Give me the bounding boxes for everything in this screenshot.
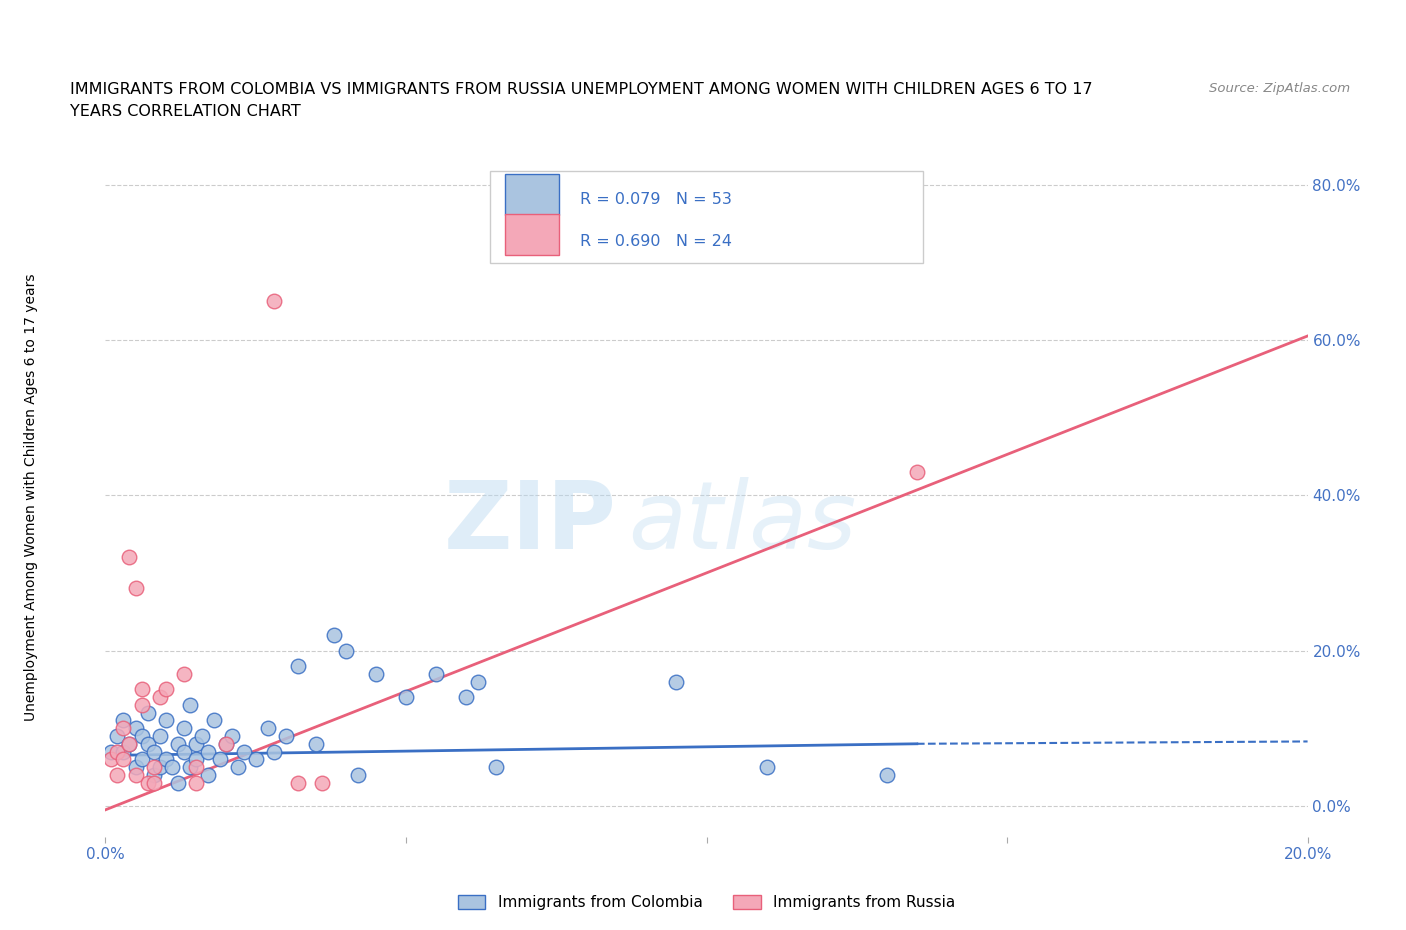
Point [173,744,195,759]
Point [190,728,212,743]
Point [214,737,236,751]
FancyBboxPatch shape [505,215,558,256]
Point [876,767,898,782]
Point [124,767,146,782]
Point [118,737,141,751]
Point [245,751,267,766]
Point [208,751,231,766]
Point [142,760,165,775]
Point [311,776,333,790]
Point [197,767,219,782]
Point [148,690,170,705]
Point [155,713,177,728]
Point [184,737,207,751]
Point [184,776,207,790]
Point [214,737,236,751]
Point [322,628,344,643]
Point [166,737,188,751]
Point [118,550,141,565]
Point [905,464,928,479]
Text: R = 0.690   N = 24: R = 0.690 N = 24 [581,233,733,249]
Point [131,682,153,697]
Point [274,728,297,743]
Point [136,737,159,751]
Point [287,658,309,673]
Legend: Immigrants from Colombia, Immigrants from Russia: Immigrants from Colombia, Immigrants fro… [451,889,962,916]
Point [263,294,285,309]
Point [454,690,477,705]
Point [136,776,159,790]
Text: YEARS CORRELATION CHART: YEARS CORRELATION CHART [70,104,301,119]
Point [184,760,207,775]
Point [107,728,129,743]
FancyBboxPatch shape [491,170,922,263]
Point [755,760,778,775]
Point [155,682,177,697]
Text: atlas: atlas [628,477,856,568]
Point [173,667,195,682]
Point [112,721,135,736]
Point [179,760,201,775]
Point [221,728,243,743]
Point [263,744,285,759]
Point [665,674,688,689]
Point [100,751,122,766]
Point [148,728,170,743]
Point [107,767,129,782]
Point [395,690,418,705]
Point [100,744,122,759]
Point [364,667,387,682]
Point [347,767,370,782]
Text: ZIP: ZIP [443,476,616,568]
Point [131,751,153,766]
Point [197,744,219,759]
Point [226,760,249,775]
Point [179,698,201,712]
Point [335,644,357,658]
Point [142,776,165,790]
Point [287,776,309,790]
Point [112,744,135,759]
Point [131,698,153,712]
FancyBboxPatch shape [505,174,558,215]
Point [467,674,489,689]
Point [124,760,146,775]
Point [118,737,141,751]
Point [166,776,188,790]
Point [148,760,170,775]
Point [173,721,195,736]
Text: IMMIGRANTS FROM COLOMBIA VS IMMIGRANTS FROM RUSSIA UNEMPLOYMENT AMONG WOMEN WITH: IMMIGRANTS FROM COLOMBIA VS IMMIGRANTS F… [70,82,1092,97]
Point [142,767,165,782]
Point [305,737,328,751]
Point [155,751,177,766]
Text: Unemployment Among Women with Children Ages 6 to 17 years: Unemployment Among Women with Children A… [24,273,38,722]
Point [136,705,159,720]
Point [107,744,129,759]
Point [124,581,146,596]
Point [232,744,254,759]
Point [131,728,153,743]
Point [142,744,165,759]
Point [112,751,135,766]
Point [112,713,135,728]
Text: R = 0.079   N = 53: R = 0.079 N = 53 [581,193,733,207]
Point [160,760,183,775]
Point [202,713,225,728]
Point [184,751,207,766]
Text: Source: ZipAtlas.com: Source: ZipAtlas.com [1209,82,1350,95]
Point [425,667,447,682]
Point [124,721,146,736]
Point [485,760,508,775]
Point [256,721,278,736]
